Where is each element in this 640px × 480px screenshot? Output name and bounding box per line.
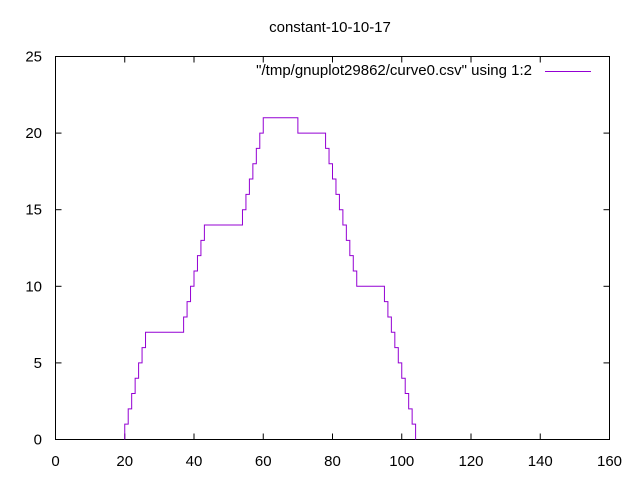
x-tick-label: 0	[51, 453, 59, 470]
tick-layer: 0 20 40 60 80 100 120 140 160 0 5 10 15 20 25	[25, 49, 622, 471]
series-line	[124, 117, 417, 440]
x-tick-label: 40	[186, 453, 203, 470]
y-tick-label: 10	[25, 278, 42, 295]
x-tick-label: 20	[116, 453, 133, 470]
legend: "/tmp/gnuplot29862/curve0.csv" using 1:2	[256, 62, 591, 79]
x-tick-label: 140	[528, 453, 553, 470]
chart-title: constant-10-10-17	[269, 19, 391, 36]
plot-frame	[55, 56, 610, 440]
legend-label: "/tmp/gnuplot29862/curve0.csv" using 1:2	[256, 62, 532, 79]
x-tick-label: 120	[458, 453, 483, 470]
y-tick-label: 20	[25, 125, 42, 142]
y-tick-label: 5	[34, 355, 42, 372]
y-tick-label: 15	[25, 202, 42, 219]
x-tick-label: 100	[389, 453, 414, 470]
x-tick-label: 160	[597, 453, 622, 470]
y-tick-label: 0	[34, 432, 42, 449]
x-tick-label: 80	[324, 453, 341, 470]
y-tick-label: 25	[25, 49, 42, 66]
series-layer	[124, 117, 417, 440]
x-tick-label: 60	[255, 453, 272, 470]
